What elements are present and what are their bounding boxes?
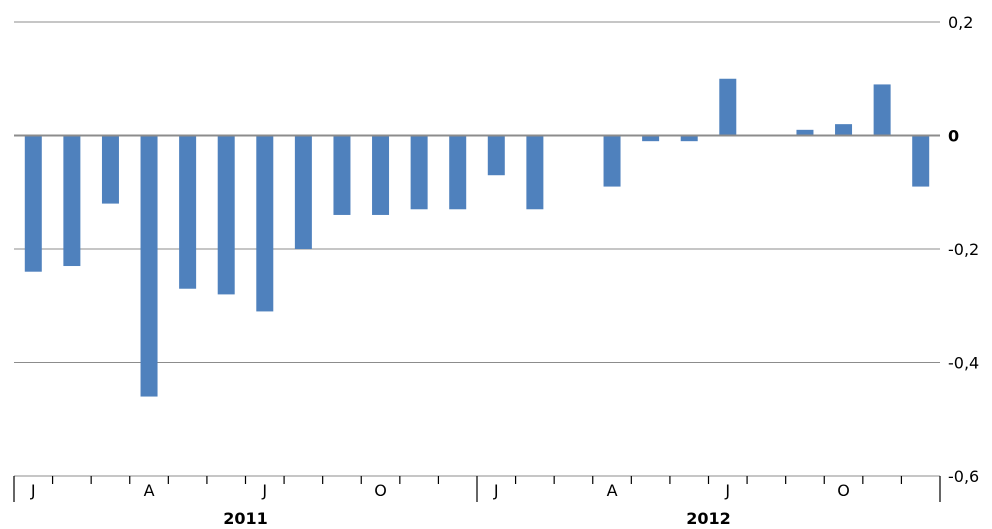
bar (835, 124, 853, 136)
bar (526, 135, 544, 210)
x-tick-label: A (144, 481, 155, 500)
x-tick-label: A (607, 481, 618, 500)
bar (179, 135, 197, 289)
bar (101, 135, 119, 204)
year-label: 2012 (686, 509, 731, 528)
x-tick-label: J (493, 481, 499, 500)
bar (333, 135, 351, 215)
x-tick-label: J (724, 481, 730, 500)
x-tick-label: J (261, 481, 267, 500)
bar (24, 135, 42, 272)
bar (680, 135, 698, 142)
x-axis: J A J O J A J O 2011 2012 (13, 476, 941, 528)
y-axis-tick-labels: 0,2 0 -0,2 -0,4 -0,6 (948, 13, 979, 486)
y-tick-label: 0 (948, 127, 959, 146)
bar (487, 135, 505, 176)
y-tick-label: -0,4 (948, 354, 979, 373)
x-tick-label: J (30, 481, 36, 500)
bar (449, 135, 467, 210)
year-label: 2011 (223, 509, 268, 528)
bars (14, 78, 940, 397)
bar (372, 135, 390, 215)
x-tick-label: O (837, 481, 850, 500)
bar (294, 135, 312, 249)
bar (140, 135, 158, 397)
bar (217, 135, 235, 295)
bar (603, 135, 621, 187)
bar (719, 78, 737, 136)
bar (873, 84, 891, 136)
bar (63, 135, 81, 267)
bar (410, 135, 428, 210)
y-tick-label: -0,2 (948, 240, 979, 259)
bar (256, 135, 274, 312)
bar (642, 135, 660, 142)
bar (912, 135, 930, 187)
x-tick-label: O (374, 481, 387, 500)
y-tick-label: 0,2 (948, 13, 973, 32)
bar (796, 129, 814, 136)
y-tick-label: -0,6 (948, 467, 979, 486)
